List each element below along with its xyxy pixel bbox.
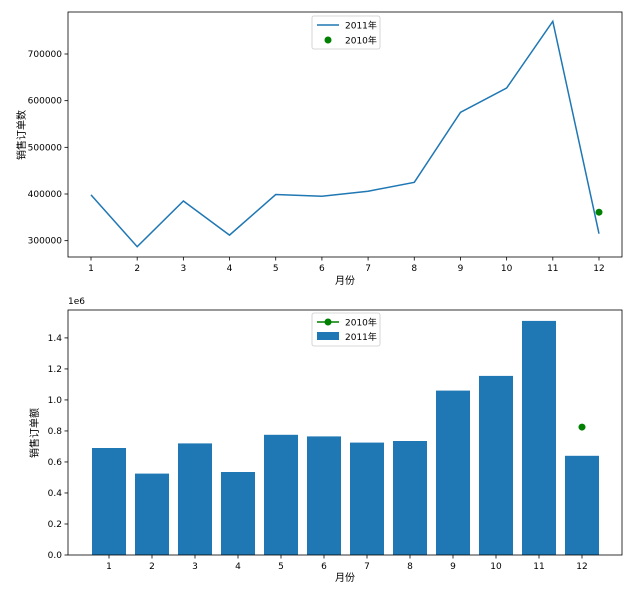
top-y-tick-label-400000: 400000 (28, 190, 63, 200)
bar-2011-month-2 (135, 473, 169, 555)
bottom-legend: 2010年 2011年 (311, 312, 381, 347)
bottom-y-tick-label-1.4: 1.4 (48, 334, 63, 344)
bottom-x-tick-label-1: 1 (106, 562, 112, 572)
bottom-x-axis-label: 月份 (335, 572, 355, 584)
bottom-y-tick-label-0.8: 0.8 (48, 427, 63, 437)
bottom-x-tick-label-8: 8 (407, 562, 413, 572)
bottom-x-tick-label-6: 6 (321, 562, 327, 572)
bar-2011-month-4 (221, 472, 255, 555)
top-y-tick-label-600000: 600000 (28, 97, 63, 107)
bar-2011-month-9 (436, 390, 470, 555)
bar-2011-month-10 (479, 375, 513, 555)
top-y-tick-label-300000: 300000 (28, 237, 63, 247)
bottom-scale-label: 1e6 (68, 297, 85, 307)
bottom-chart-marks (92, 320, 599, 555)
top-chart-marks (90, 19, 603, 248)
bottom-x-tick-label-12: 12 (576, 562, 587, 572)
top-x-axis-label: 月份 (335, 275, 355, 287)
bottom-x-ticks: 1 2 3 4 5 6 7 8 9 10 11 12 (106, 555, 588, 572)
top-x-tick-label-3: 3 (180, 264, 186, 274)
bar-2011-month-6 (307, 436, 341, 555)
bottom-legend-bar-swatch (317, 332, 339, 340)
bottom-x-tick-label-10: 10 (490, 562, 502, 572)
bottom-y-tick-label-0.6: 0.6 (48, 458, 63, 468)
bottom-x-tick-label-3: 3 (192, 562, 198, 572)
top-y-tick-label-500000: 500000 (28, 143, 63, 153)
top-plot-frame (67, 11, 623, 258)
top-y-ticks: 300000 400000 500000 600000 700000 (28, 50, 68, 247)
bar-2011-month-1 (92, 448, 126, 555)
bottom-x-tick-label-7: 7 (364, 562, 370, 572)
bottom-y-ticks: 0.0 0.2 0.4 0.6 0.8 1.0 1.2 1.4 (48, 334, 68, 561)
bar-2011-month-12 (565, 455, 599, 555)
top-legend-label-2010: 2010年 (345, 35, 377, 47)
top-x-tick-label-6: 6 (319, 264, 325, 274)
bottom-y-axis-label: 销售订单额 (28, 408, 41, 458)
top-legend-label-2011: 2011年 (345, 20, 377, 32)
top-x-tick-label-7: 7 (365, 264, 371, 274)
series-line-2011 (90, 19, 600, 248)
bottom-legend-label-2010: 2010年 (345, 317, 377, 329)
top-x-tick-label-1: 1 (88, 264, 94, 274)
top-legend-point-swatch (324, 36, 332, 44)
bottom-y-tick-label-1.0: 1.0 (48, 396, 63, 406)
point-2010-sales-month-12 (578, 423, 586, 431)
top-x-tick-label-9: 9 (458, 264, 464, 274)
bottom-x-tick-label-4: 4 (235, 562, 241, 572)
bar-2011-month-11 (522, 320, 556, 555)
bar-2011-month-7 (350, 442, 384, 555)
bottom-x-tick-label-11: 11 (533, 562, 544, 572)
bottom-y-tick-label-1.2: 1.2 (48, 365, 62, 375)
top-x-tick-label-2: 2 (134, 264, 140, 274)
bottom-x-tick-label-2: 2 (149, 562, 155, 572)
top-legend: 2011年 2010年 (311, 15, 381, 50)
orders-line-chart: 1 2 3 4 5 6 7 8 9 10 11 12 300000400000500000600000… (15, 11, 623, 287)
top-x-tick-label-12: 12 (593, 264, 604, 274)
bottom-legend-label-2011: 2011年 (345, 331, 377, 343)
bar-2011-month-3 (178, 443, 212, 555)
top-y-tick-label-700000: 700000 (28, 50, 63, 60)
bottom-legend-point-swatch (324, 318, 332, 326)
top-x-tick-label-5: 5 (273, 264, 279, 274)
bottom-y-tick-label-0.0: 0.0 (48, 551, 63, 561)
sales-bar-chart: 1 2 3 4 5 6 7 8 9 10 11 12 0.00.20.40.60.81.01.21.4… (28, 297, 623, 584)
bottom-y-tick-label-0.4: 0.4 (48, 489, 63, 499)
bar-2011-month-5 (264, 434, 298, 555)
top-x-ticks: 1 2 3 4 5 6 7 8 9 10 11 12 (88, 257, 605, 274)
bar-2011-month-8 (393, 441, 427, 555)
top-x-tick-label-8: 8 (411, 264, 417, 274)
top-x-tick-label-4: 4 (227, 264, 233, 274)
bottom-y-tick-label-0.2: 0.2 (48, 520, 62, 530)
bottom-x-tick-label-9: 9 (450, 562, 456, 572)
bottom-plot-frame (67, 309, 623, 556)
top-x-tick-label-11: 11 (547, 264, 558, 274)
top-y-axis-label: 销售订单数 (15, 110, 28, 160)
point-2010-month-12 (595, 208, 603, 216)
top-x-tick-label-10: 10 (501, 264, 513, 274)
bottom-x-tick-label-5: 5 (278, 562, 284, 572)
